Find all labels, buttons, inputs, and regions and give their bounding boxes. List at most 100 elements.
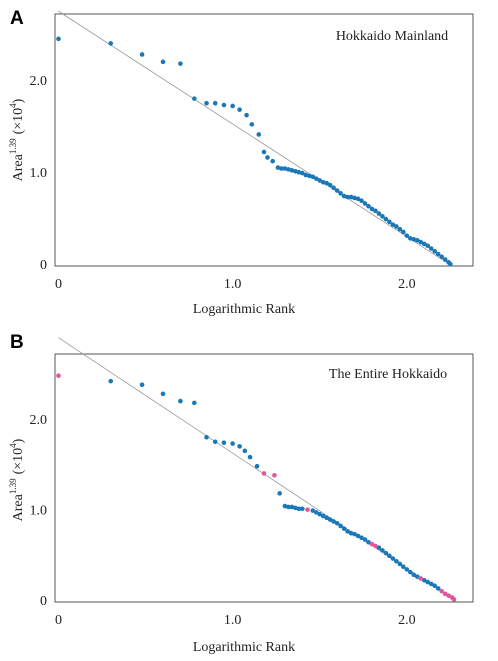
data-point: [418, 239, 424, 245]
data-point: [435, 586, 441, 591]
data-point: [178, 61, 183, 66]
data-point: [362, 201, 368, 206]
data-point: [448, 261, 453, 267]
data-point: [348, 194, 354, 200]
chart-title: Hokkaido Mainland: [336, 29, 448, 44]
y-tick-label: 2.0: [30, 413, 48, 428]
data-point: [160, 391, 166, 397]
data-point: [439, 254, 444, 260]
y-tick-label: 0: [40, 258, 47, 273]
data-point: [425, 579, 431, 585]
data-point: [394, 558, 399, 564]
data-point: [376, 545, 382, 550]
data-point: [221, 440, 227, 446]
data-point: [408, 569, 413, 575]
data-point: [334, 188, 340, 193]
x-tick-label: 1.0: [224, 613, 242, 628]
data-point: [411, 237, 417, 242]
data-point: [394, 224, 399, 229]
data-point: [324, 515, 330, 521]
highlight-data-point: [369, 541, 375, 547]
data-point: [317, 511, 323, 517]
plot-frame: [54, 13, 474, 267]
y-tick-label: 1.0: [30, 166, 48, 181]
x-tick-label: 2.0: [398, 277, 416, 292]
data-point: [56, 36, 61, 42]
data-point: [317, 178, 323, 183]
data-point: [383, 216, 389, 222]
y-axis-label-unit-close: ): [11, 438, 26, 443]
data-point: [249, 122, 255, 127]
data-point: [359, 198, 364, 204]
data-point: [237, 107, 242, 112]
data-point: [277, 491, 282, 496]
data-point: [327, 517, 333, 522]
data-point: [139, 382, 145, 388]
data-point: [242, 448, 248, 454]
data-point: [286, 504, 291, 510]
data-point: [282, 166, 288, 171]
data-point: [383, 550, 389, 556]
data-point: [212, 100, 218, 106]
data-point: [401, 564, 406, 570]
data-point: [348, 530, 354, 536]
data-point: [327, 182, 333, 188]
data-point: [296, 506, 302, 512]
y-axis-label-exponent: 1.39: [8, 138, 18, 154]
data-point: [380, 214, 385, 219]
x-tick-label: 0: [55, 277, 62, 292]
highlight-data-point: [439, 588, 444, 594]
data-point: [408, 236, 413, 241]
data-point: [306, 173, 312, 179]
y-tick-label: 0: [40, 594, 47, 609]
data-point: [289, 504, 295, 510]
data-point: [300, 506, 305, 512]
data-point: [160, 59, 166, 65]
data-point: [345, 529, 350, 534]
y-axis-label: Area1.39 (×104): [8, 438, 26, 521]
y-tick-label: 2.0: [30, 74, 48, 89]
data-point: [256, 132, 262, 137]
data-point: [324, 180, 330, 186]
data-point: [279, 166, 284, 171]
y-axis-label-unit-exponent: 4: [8, 103, 18, 108]
data-point: [366, 539, 371, 545]
data-point: [178, 398, 183, 404]
highlight-data-point: [373, 543, 378, 549]
data-point: [244, 112, 249, 118]
data-point: [282, 503, 288, 509]
y-tick-label: 1.0: [30, 504, 48, 519]
data-point: [296, 169, 302, 175]
data-point: [275, 165, 281, 170]
x-axis-label: Logarithmic Rank: [193, 302, 295, 317]
data-point: [221, 102, 227, 108]
highlight-data-point: [305, 507, 310, 512]
data-point: [338, 191, 343, 196]
data-point: [390, 222, 396, 227]
panel-b: B The Entire Hokkaido 0 1.0 2.0 0 1.0 2.0 Logari…: [8, 332, 474, 655]
data-point: [428, 246, 434, 251]
data-point: [310, 174, 316, 180]
data-point: [300, 170, 305, 176]
highlight-data-point: [261, 471, 267, 476]
data-point: [425, 243, 431, 249]
data-point: [293, 505, 298, 511]
data-point: [289, 168, 295, 173]
data-point: [108, 41, 114, 46]
data-point: [414, 237, 420, 243]
plot-frame: [54, 353, 474, 603]
regression-line: [58, 10, 453, 267]
x-tick-label: 2.0: [398, 613, 416, 628]
data-point: [352, 195, 357, 201]
highlight-data-point: [418, 576, 424, 581]
data-point: [341, 526, 347, 531]
x-tick-label: 1.0: [224, 277, 242, 292]
data-point: [334, 520, 340, 526]
data-point: [204, 100, 209, 106]
data-point: [387, 219, 392, 225]
y-axis-label-unit-exponent: 4: [8, 443, 18, 448]
x-tick-label: 0: [55, 613, 62, 628]
data-point: [421, 577, 427, 583]
data-point: [310, 508, 316, 513]
data-point: [293, 168, 298, 174]
